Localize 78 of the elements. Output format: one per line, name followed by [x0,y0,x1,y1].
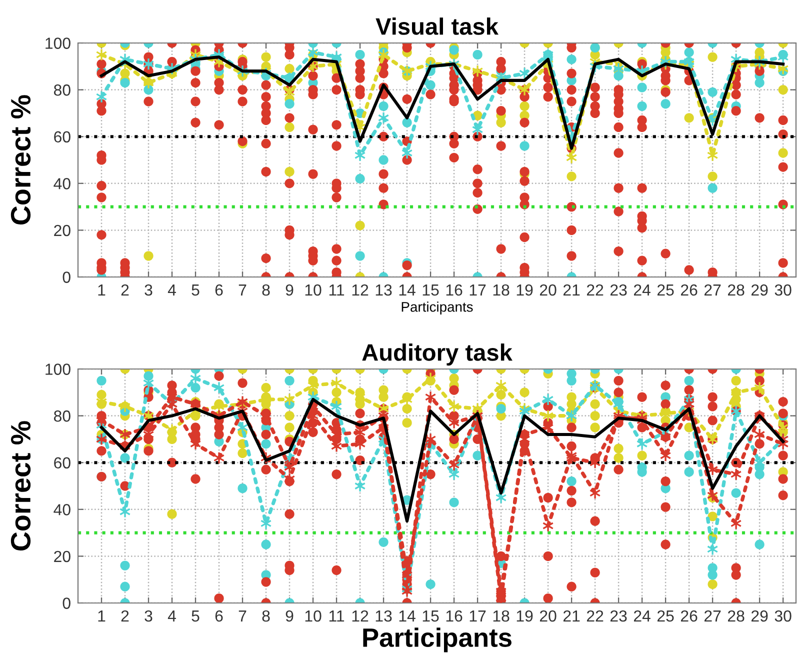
x-tick-label: 3 [144,610,152,622]
x-tick-label: 19 [516,610,533,622]
x-tick-label: 16 [446,610,462,622]
x-tick-label: 8 [262,284,270,296]
x-tick-label: 29 [751,284,768,296]
x-tick-label: 23 [610,610,627,622]
x-axis-title: Participants [363,628,512,652]
x-tick-label: 21 [563,610,580,622]
y-tick-label: 80 [54,410,70,422]
x-tick-label: 17 [470,610,486,622]
x-tick-label: 13 [376,284,392,296]
x-tick-label: 4 [168,610,176,622]
y-tick-label: 100 [46,38,70,49]
y-tick-label: 40 [54,504,70,516]
y-tick-label: 0 [62,598,70,609]
x-tick-label: 11 [329,284,344,296]
x-tick-label: 5 [192,284,200,296]
x-tick-label: 17 [470,284,486,296]
x-tick-label: 21 [563,284,580,296]
x-tick-label: 30 [774,610,792,622]
x-tick-label: 25 [657,610,674,622]
x-tick-label: 15 [422,610,439,622]
x-tick-label: 9 [286,284,294,296]
x-tick-label: 12 [352,284,368,296]
x-tick-label: 5 [192,610,200,622]
y-tick-label: 0 [62,272,70,283]
x-tick-label: 3 [144,284,152,296]
y-axis-title: Correct % [10,421,31,550]
x-tick-label: 19 [516,284,533,296]
x-tick-label: 2 [121,610,129,622]
x-tick-label: 6 [215,610,223,622]
x-tick-label: 22 [586,284,604,296]
x-tick-label: 15 [422,284,439,296]
x-tick-label: 27 [704,284,721,296]
x-tick-label: 14 [399,284,416,296]
x-tick-label: 7 [238,610,246,622]
x-tick-label: 7 [238,284,246,296]
y-tick-label: 80 [54,84,70,96]
x-tick-label: 25 [657,284,674,296]
x-axis-title: Participants [402,302,473,315]
y-tick-label: 60 [54,457,70,469]
x-tick-label: 22 [586,610,604,622]
x-tick-label: 13 [376,610,392,622]
x-tick-label: 8 [262,610,270,622]
x-tick-label: 9 [286,610,294,622]
y-axis-title: Correct % [10,95,31,224]
x-tick-label: 27 [704,610,721,622]
x-tick-label: 26 [680,610,698,622]
x-tick-label: 24 [634,610,650,622]
x-tick-label: 29 [751,610,768,622]
x-tick-label: 2 [121,284,129,296]
y-tick-label: 100 [46,364,70,375]
x-tick-label: 1 [98,284,106,296]
x-tick-label: 18 [493,610,510,622]
x-tick-label: 11 [329,610,344,622]
x-tick-label: 23 [610,284,627,296]
x-tick-label: 12 [352,610,368,622]
x-tick-label: 24 [634,284,650,296]
x-tick-label: 20 [540,284,556,296]
x-tick-label: 28 [728,284,744,296]
chart-title: Visual task [376,18,499,35]
x-tick-label: 20 [540,610,556,622]
x-tick-label: 28 [728,610,744,622]
y-tick-label: 20 [54,224,70,236]
y-tick-label: 40 [54,178,70,190]
x-tick-label: 10 [305,610,322,622]
x-tick-label: 26 [680,284,698,296]
chart-title: Auditory task [362,344,512,366]
x-tick-label: 18 [493,284,510,296]
y-tick-label: 20 [54,550,70,562]
x-tick-label: 30 [774,284,792,296]
x-tick-label: 10 [305,284,322,296]
y-tick-label: 60 [54,131,70,143]
x-tick-label: 6 [215,284,223,296]
x-tick-label: 4 [168,284,176,296]
x-tick-label: 14 [399,610,416,622]
x-tick-label: 1 [98,610,106,622]
x-tick-label: 16 [446,284,462,296]
